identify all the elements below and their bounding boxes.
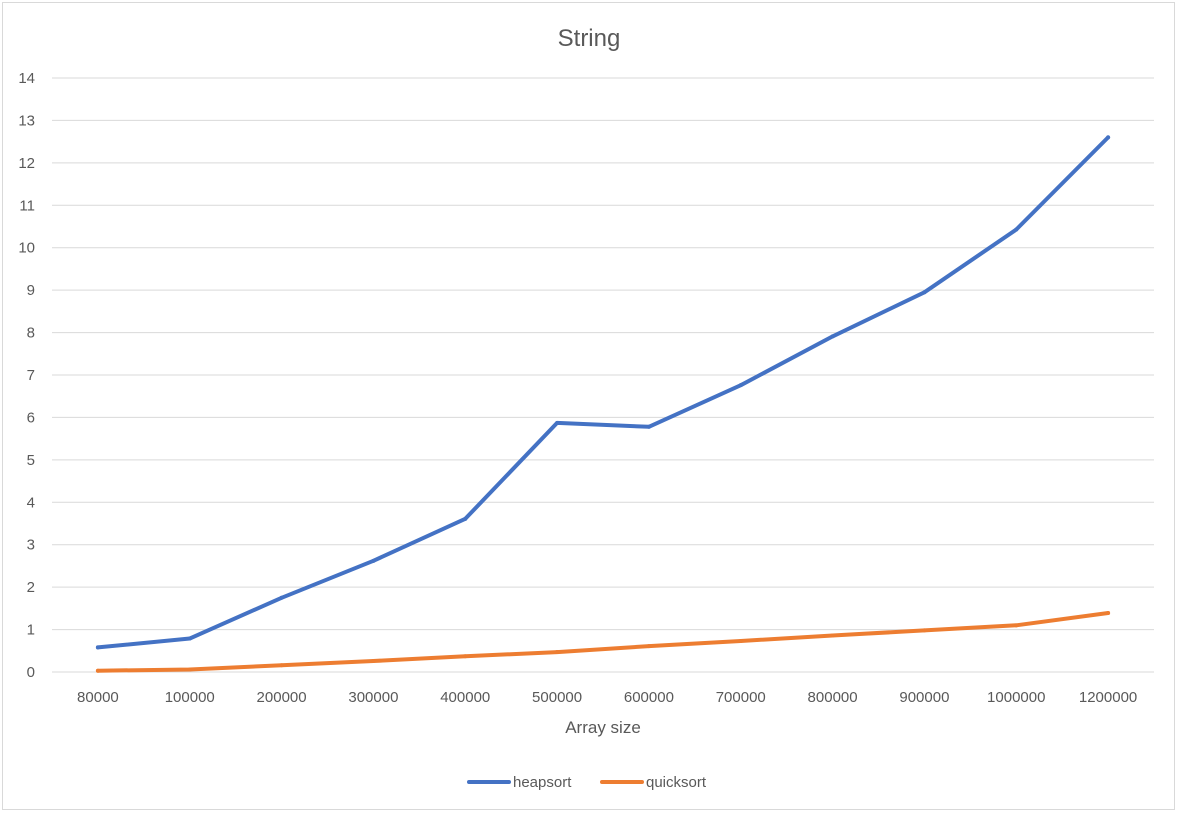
- legend-label-heapsort: heapsort: [513, 774, 572, 791]
- y-tick-label: 4: [27, 494, 35, 511]
- y-tick-label: 10: [18, 240, 35, 257]
- x-tick-label: 300000: [348, 689, 398, 706]
- y-tick-label: 2: [27, 579, 35, 596]
- data-point-quicksort: [830, 633, 835, 638]
- y-tick-label: 7: [27, 367, 35, 384]
- data-point-heapsort: [1014, 227, 1019, 232]
- data-point-quicksort: [1014, 623, 1019, 628]
- data-point-heapsort: [1106, 135, 1111, 140]
- data-point-quicksort: [738, 639, 743, 644]
- data-point-heapsort: [555, 420, 560, 425]
- y-tick-label: 13: [18, 112, 35, 129]
- x-tick-label: 900000: [899, 689, 949, 706]
- x-tick-label: 400000: [440, 689, 490, 706]
- data-point-heapsort: [922, 290, 927, 295]
- y-tick-label: 14: [18, 70, 35, 87]
- data-point-quicksort: [187, 667, 192, 672]
- data-point-quicksort: [922, 628, 927, 633]
- data-point-heapsort: [371, 558, 376, 563]
- x-tick-label: 700000: [716, 689, 766, 706]
- data-point-heapsort: [95, 645, 100, 650]
- series-line-heapsort: [95, 135, 1111, 650]
- data-point-heapsort: [463, 516, 468, 521]
- x-tick-label: 1200000: [1079, 689, 1137, 706]
- data-point-heapsort: [830, 334, 835, 339]
- y-tick-label: 6: [27, 409, 35, 426]
- data-point-heapsort: [279, 595, 284, 600]
- x-axis-ticks: 80000 100000 200000 300000 400000 500000 60000…: [77, 689, 1137, 706]
- y-tick-label: 12: [18, 155, 35, 172]
- x-tick-label: 80000: [77, 689, 119, 706]
- data-point-quicksort: [279, 663, 284, 668]
- data-point-quicksort: [463, 654, 468, 659]
- x-tick-label: 100000: [165, 689, 215, 706]
- y-tick-label: 8: [27, 325, 35, 342]
- x-tick-label: 800000: [808, 689, 858, 706]
- x-tick-label: 1000000: [987, 689, 1045, 706]
- x-tick-label: 200000: [257, 689, 307, 706]
- data-point-quicksort: [371, 658, 376, 663]
- data-point-quicksort: [555, 650, 560, 655]
- x-tick-label: 600000: [624, 689, 674, 706]
- chart-title: String: [558, 25, 621, 52]
- data-point-heapsort: [187, 636, 192, 641]
- data-point-heapsort: [646, 424, 651, 429]
- data-point-quicksort: [1106, 611, 1111, 616]
- y-tick-label: 9: [27, 282, 35, 299]
- legend-label-quicksort: quicksort: [646, 774, 707, 791]
- y-tick-label: 0: [27, 664, 35, 681]
- y-tick-label: 11: [19, 197, 35, 214]
- y-tick-label: 3: [27, 537, 35, 554]
- x-tick-label: 500000: [532, 689, 582, 706]
- y-tick-label: 5: [27, 452, 35, 469]
- data-point-quicksort: [95, 668, 100, 673]
- x-axis-title: Array size: [565, 718, 641, 737]
- series-line-quicksort: [95, 611, 1111, 673]
- series-lines: [95, 135, 1111, 673]
- data-point-quicksort: [646, 644, 651, 649]
- legend: heapsort quicksort: [467, 774, 707, 791]
- data-point-heapsort: [738, 383, 743, 388]
- grid-lines: [52, 77, 1154, 673]
- y-tick-label: 1: [27, 622, 35, 639]
